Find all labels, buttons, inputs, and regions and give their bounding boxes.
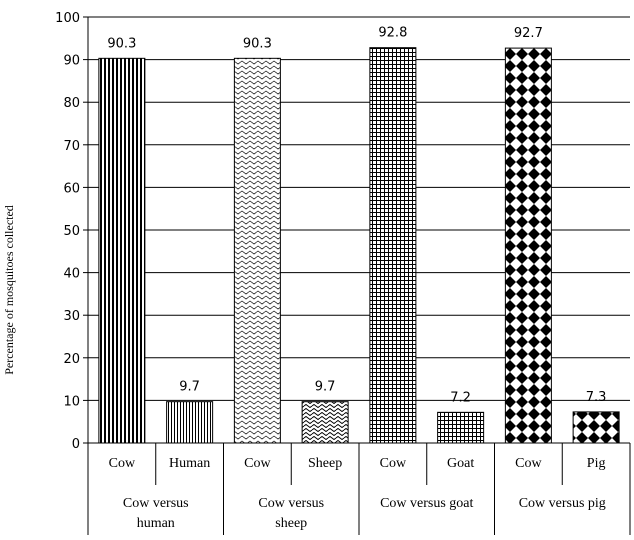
bar-cow — [369, 47, 417, 444]
bar-value-label: 9.7 — [179, 380, 200, 395]
category-label: Human — [169, 456, 210, 471]
y-tick-label: 20 — [63, 352, 80, 367]
bar-cow — [98, 57, 146, 444]
grid-lines — [88, 16, 630, 401]
bar-value-label: 90.3 — [107, 36, 136, 51]
y-tick-label: 10 — [63, 394, 80, 409]
y-tick-label: 40 — [63, 267, 80, 282]
group-label: Cow versus pig — [519, 496, 606, 511]
group-label: Cow versus — [258, 496, 324, 511]
y-axis-label: Percentage of mosquitoes collected — [2, 205, 16, 375]
group-label: Cow versus goat — [380, 496, 473, 511]
y-tick-label: 50 — [63, 224, 80, 239]
bar-value-label: 7.3 — [586, 390, 607, 405]
category-label: Cow — [109, 456, 136, 471]
axes — [83, 16, 631, 535]
y-tick-label: 60 — [63, 181, 80, 196]
y-tick-label: 80 — [63, 96, 80, 111]
bar-pig — [572, 411, 620, 444]
category-label: Cow — [515, 456, 542, 471]
y-tick-label: 30 — [63, 309, 80, 324]
y-tick-label: 0 — [72, 437, 80, 452]
group-label: human — [137, 516, 175, 531]
bar-cow — [504, 47, 552, 444]
bar-cow — [233, 57, 281, 444]
group-label: Cow versus — [123, 496, 189, 511]
bar-value-label: 92.7 — [514, 26, 543, 41]
bar-value-label: 9.7 — [315, 380, 336, 395]
category-label: Pig — [587, 456, 606, 471]
category-label: Sheep — [308, 456, 342, 471]
y-tick-label: 70 — [63, 139, 80, 154]
bars — [98, 47, 620, 444]
y-tick-label: 100 — [55, 11, 80, 26]
category-label: Cow — [380, 456, 407, 471]
group-label: sheep — [275, 516, 307, 531]
category-label: Cow — [244, 456, 271, 471]
labels: 0 10 20 30 40 50 60 70 80 90 100 90.3 Cow 9.7 Human Cow… — [55, 11, 606, 531]
bar-goat — [437, 411, 485, 444]
bar-sheep — [301, 401, 349, 444]
bar-value-label: 90.3 — [243, 36, 272, 51]
y-tick-label: 90 — [63, 54, 80, 69]
category-label: Goat — [447, 456, 474, 471]
bar-human — [166, 401, 214, 444]
bar-value-label: 7.2 — [450, 390, 471, 405]
bar-value-label: 92.8 — [378, 26, 407, 41]
